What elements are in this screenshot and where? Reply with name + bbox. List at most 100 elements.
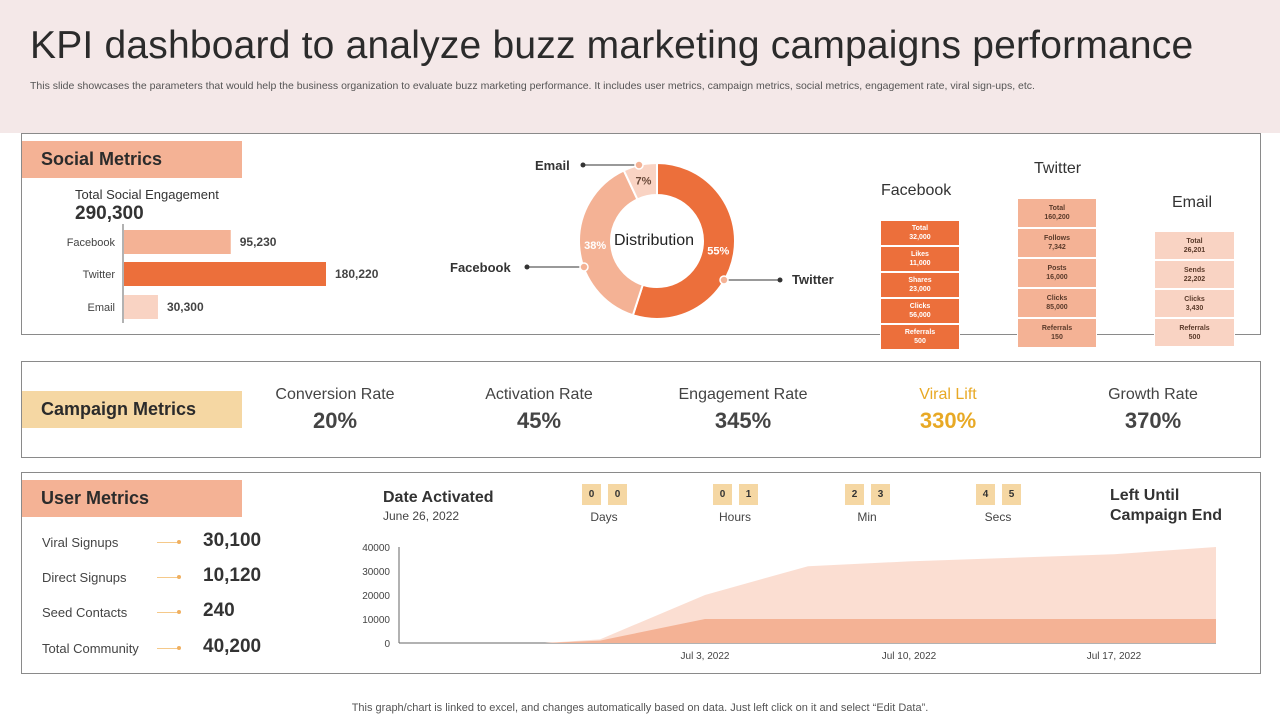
user-metric-label: Seed Contacts [42, 605, 128, 620]
engagement-bar-facebook [124, 230, 231, 254]
total-engagement-label: Total Social Engagement [75, 187, 219, 202]
block-label: Clicks [909, 303, 931, 310]
callout-anchor-dot [579, 262, 589, 272]
user-metric-value: 240 [203, 600, 235, 621]
growth-rate-label: Growth Rate [1108, 386, 1198, 403]
callout-end-dot [777, 277, 783, 283]
countdown-digit: 4 [976, 484, 995, 505]
social-metrics-label: Social Metrics [22, 141, 242, 178]
countdown-digit: 0 [713, 484, 732, 505]
engagement-bar-label: Email [87, 302, 115, 314]
user-metric-label: Direct Signups [42, 570, 127, 585]
left-until-line1: Left Until [1110, 487, 1180, 504]
conversion-rate-label: Conversion Rate [275, 386, 395, 403]
countdown-digit: 5 [1002, 484, 1021, 505]
block-value: 500 [914, 338, 926, 345]
facebook-channel-title: Facebook [881, 182, 952, 199]
growth-rate-value: 370% [1124, 408, 1182, 433]
block-label: Total [1186, 237, 1203, 245]
countdown-digit: 0 [582, 484, 601, 505]
twitter-block-clicks: Clicks 85,000 [1017, 288, 1097, 318]
block-label: Follows [1043, 235, 1071, 242]
activation-area-chart: 40000 30000 20000 10000 0 Jul 3, 2022 Jul 10, … [362, 543, 1216, 662]
email-channel-title: Email [1172, 194, 1213, 211]
callout-anchor-dot [719, 275, 729, 285]
block-label: Referrals [904, 329, 936, 336]
callout-email-label: Email [535, 158, 570, 173]
block-label: Sends [1183, 266, 1205, 274]
block-label: Likes [911, 251, 929, 258]
left-until-line2: Campaign End [1110, 507, 1223, 524]
block-label: Referrals [1179, 324, 1210, 332]
block-value: 16,000 [1046, 274, 1068, 281]
countdown-digit: 0 [608, 484, 627, 505]
area-y-tick-label: 20000 [362, 591, 390, 602]
engagement-bar-chart: Facebook 95,230 Twitter 180,220 Email 30,300 [67, 224, 379, 323]
engagement-rate-label: Engagement Rate [678, 386, 808, 403]
donut-slice-value: 55% [707, 246, 729, 258]
engagement-bar-value: 95,230 [240, 235, 277, 249]
engagement-bar-twitter [124, 262, 326, 286]
block-label: Referrals [1041, 325, 1073, 332]
block-label: Clicks [1184, 295, 1205, 303]
engagement-bar-label: Twitter [83, 269, 116, 281]
facebook-block-referrals: Referrals 500 [880, 324, 960, 350]
block-value: 160,200 [1044, 214, 1070, 221]
area-y-tick-label: 0 [384, 639, 390, 650]
block-label: Posts [1047, 265, 1067, 272]
block-value: 32,000 [909, 234, 931, 241]
email-block-total: Total 26,201 [1154, 231, 1235, 260]
block-value: 7,342 [1048, 244, 1066, 251]
area-y-tick-label: 40000 [362, 543, 390, 554]
block-value: 3,430 [1185, 304, 1204, 312]
date-activated-title: Date Activated [383, 489, 494, 506]
user-metric-label: Viral Signups [42, 535, 119, 550]
countdown-digit: 3 [871, 484, 890, 505]
callout-anchor-dot [634, 160, 644, 170]
block-label: Clicks [1046, 295, 1068, 302]
area-y-tick-label: 10000 [362, 615, 390, 626]
area-series-1 [399, 619, 1216, 643]
countdown-digit: 2 [845, 484, 864, 505]
engagement-rate-value: 345% [714, 408, 772, 433]
countdown-unit-label: Min [857, 510, 877, 524]
block-label: Shares [908, 277, 932, 284]
email-block-referrals: Referrals 500 [1154, 318, 1235, 347]
engagement-bar-value: 30,300 [167, 300, 204, 314]
donut-slice-email [622, 161, 658, 201]
donut-slice-value: 7% [636, 175, 652, 187]
user-metric-connector [157, 648, 179, 649]
block-value: 11,000 [909, 260, 931, 267]
callout-twitter-label: Twitter [792, 272, 834, 287]
twitter-channel-title: Twitter [1034, 160, 1082, 177]
callout-end-dot [580, 162, 586, 168]
block-value: 85,000 [1046, 304, 1068, 311]
callout-facebook-label: Facebook [450, 260, 511, 275]
user-metric-value: 30,100 [203, 530, 262, 551]
callout-end-dot [524, 264, 530, 270]
donut-slice-value: 38% [584, 240, 606, 252]
user-metric-dot [177, 646, 181, 650]
block-value: 150 [1051, 334, 1063, 341]
user-metric-connector [157, 542, 179, 543]
campaign-metrics-label: Campaign Metrics [22, 391, 242, 428]
twitter-block-total: Total 160,200 [1017, 198, 1097, 228]
twitter-block-follows: Follows 7,342 [1017, 228, 1097, 258]
block-value: 23,000 [909, 286, 931, 293]
engagement-bar-label: Facebook [67, 237, 116, 249]
user-metric-value: 10,120 [203, 565, 262, 586]
user-metrics-label: User Metrics [22, 480, 242, 517]
user-metric-dot [177, 540, 181, 544]
block-label: Total [1048, 205, 1066, 212]
block-value: 500 [1188, 333, 1201, 341]
page-title: KPI dashboard to analyze buzz marketing … [30, 24, 1194, 67]
email-block-clicks: Clicks 3,430 [1154, 289, 1235, 318]
user-metric-dot [177, 610, 181, 614]
area-y-tick-label: 30000 [362, 567, 390, 578]
viral-lift-value: 330% [919, 408, 977, 433]
facebook-block-total: Total 32,000 [880, 220, 960, 246]
facebook-block-likes: Likes 11,000 [880, 246, 960, 272]
countdown-unit-label: Days [590, 510, 618, 524]
block-value: 26,201 [1183, 246, 1206, 254]
area-x-tick-label: Jul 17, 2022 [1087, 651, 1142, 662]
